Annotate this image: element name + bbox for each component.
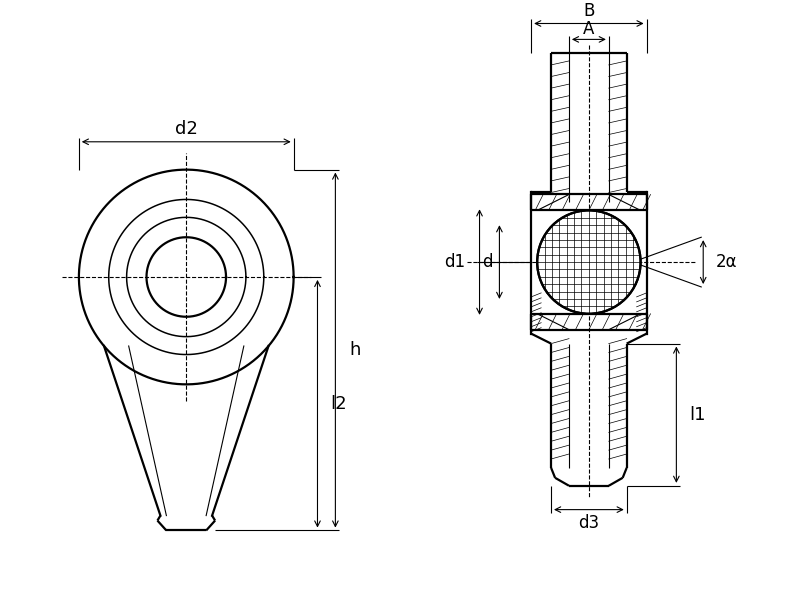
Text: A: A [583, 20, 594, 39]
Text: B: B [583, 2, 594, 20]
Text: 2α: 2α [716, 253, 738, 271]
Text: d2: d2 [175, 120, 198, 138]
Text: l1: l1 [690, 406, 706, 424]
Circle shape [537, 210, 641, 314]
Text: h: h [350, 341, 361, 359]
Text: d3: d3 [578, 514, 599, 531]
Text: d: d [482, 253, 493, 271]
Text: d1: d1 [445, 253, 466, 271]
Text: l2: l2 [330, 395, 347, 413]
